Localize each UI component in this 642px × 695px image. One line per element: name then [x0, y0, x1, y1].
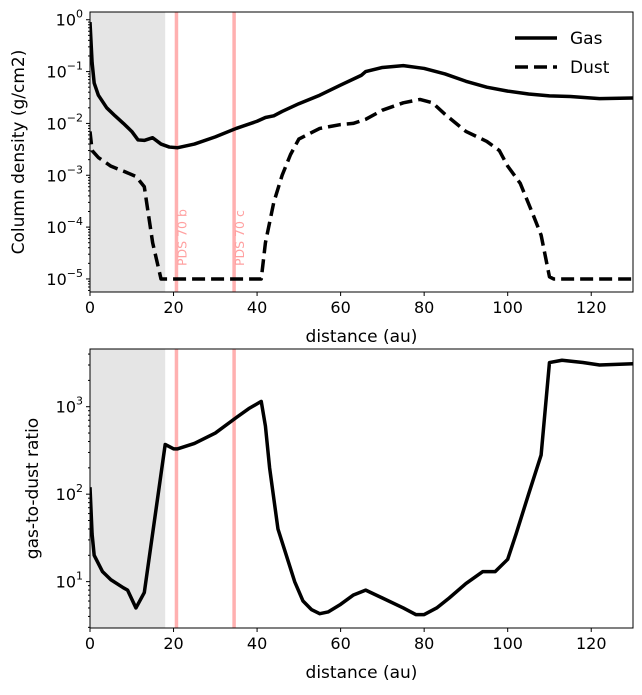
vline-label-1: PDS 70 b — [174, 209, 189, 266]
tick-exponent: −3 — [67, 163, 83, 176]
tick-base: 10 — [46, 166, 66, 185]
x-tick-label: 120 — [576, 298, 607, 317]
tick-base: 10 — [46, 63, 66, 82]
x-tick-label: 80 — [414, 634, 434, 653]
x-tick-label: 0 — [85, 298, 95, 317]
y-tick-label: 102 — [56, 482, 83, 504]
x-tick-label: 120 — [576, 634, 607, 653]
x-axis-label: distance (au) — [306, 327, 418, 347]
shaded-region — [90, 349, 166, 628]
x-tick-label: 20 — [163, 298, 183, 317]
tick-base: 10 — [56, 485, 76, 504]
series-line-dust — [90, 97, 633, 281]
tick-base: 10 — [46, 114, 66, 133]
y-tick-label: 101 — [56, 570, 83, 592]
y-tick-label: 10−2 — [46, 111, 83, 133]
tick-exponent: −2 — [67, 111, 83, 124]
legend-label-gas: Gas — [570, 29, 603, 49]
y-tick-label: 10−1 — [46, 60, 83, 82]
y-axis-label: gas-to-dust ratio — [23, 418, 43, 559]
y-tick-label: 10−5 — [46, 267, 83, 289]
tick-base: 10 — [46, 218, 66, 237]
x-tick-label: 40 — [247, 298, 267, 317]
y-tick-label: 100 — [56, 8, 83, 30]
y-tick-label: 10−3 — [46, 163, 83, 185]
legend: Gas Dust — [515, 29, 610, 78]
plot-area — [90, 349, 633, 628]
tick-exponent: 3 — [76, 395, 83, 408]
tick-exponent: 2 — [76, 482, 83, 495]
y-tick-label: 10−4 — [46, 215, 83, 237]
axes-frame — [89, 11, 634, 293]
x-tick-label: 60 — [330, 634, 350, 653]
tick-base: 10 — [56, 573, 76, 592]
tick-base: 10 — [56, 11, 76, 30]
y-tick-label: 103 — [56, 395, 83, 417]
x-tick-label: 40 — [247, 634, 267, 653]
legend-label-dust: Dust — [570, 58, 610, 78]
tick-exponent: −4 — [67, 215, 83, 228]
tick-base: 10 — [46, 270, 66, 289]
tick-base: 10 — [56, 398, 76, 417]
vline-label-2: PDS 70 c — [232, 210, 247, 266]
plot-area — [90, 12, 633, 292]
x-tick-label: 60 — [330, 298, 350, 317]
x-tick-label: 0 — [85, 634, 95, 653]
axes-frame — [89, 348, 634, 629]
tick-exponent: −5 — [67, 267, 83, 280]
tick-exponent: −1 — [67, 60, 83, 73]
tick-exponent: 1 — [76, 570, 83, 583]
x-axis-label: distance (au) — [306, 663, 418, 683]
x-tick-label: 100 — [492, 634, 523, 653]
shaded-region — [90, 12, 166, 292]
series-line-gas — [90, 22, 633, 150]
series-line-ratio — [90, 358, 633, 617]
x-tick-label: 20 — [163, 634, 183, 653]
tick-exponent: 0 — [76, 8, 83, 21]
x-tick-label: 100 — [492, 298, 523, 317]
x-tick-label: 80 — [414, 298, 434, 317]
y-axis-label: Column density (g/cm2) — [9, 50, 29, 255]
panel-1: PDS 70 b PDS 70 c0 20 40 60 80 100 12010010−110… — [9, 8, 634, 347]
